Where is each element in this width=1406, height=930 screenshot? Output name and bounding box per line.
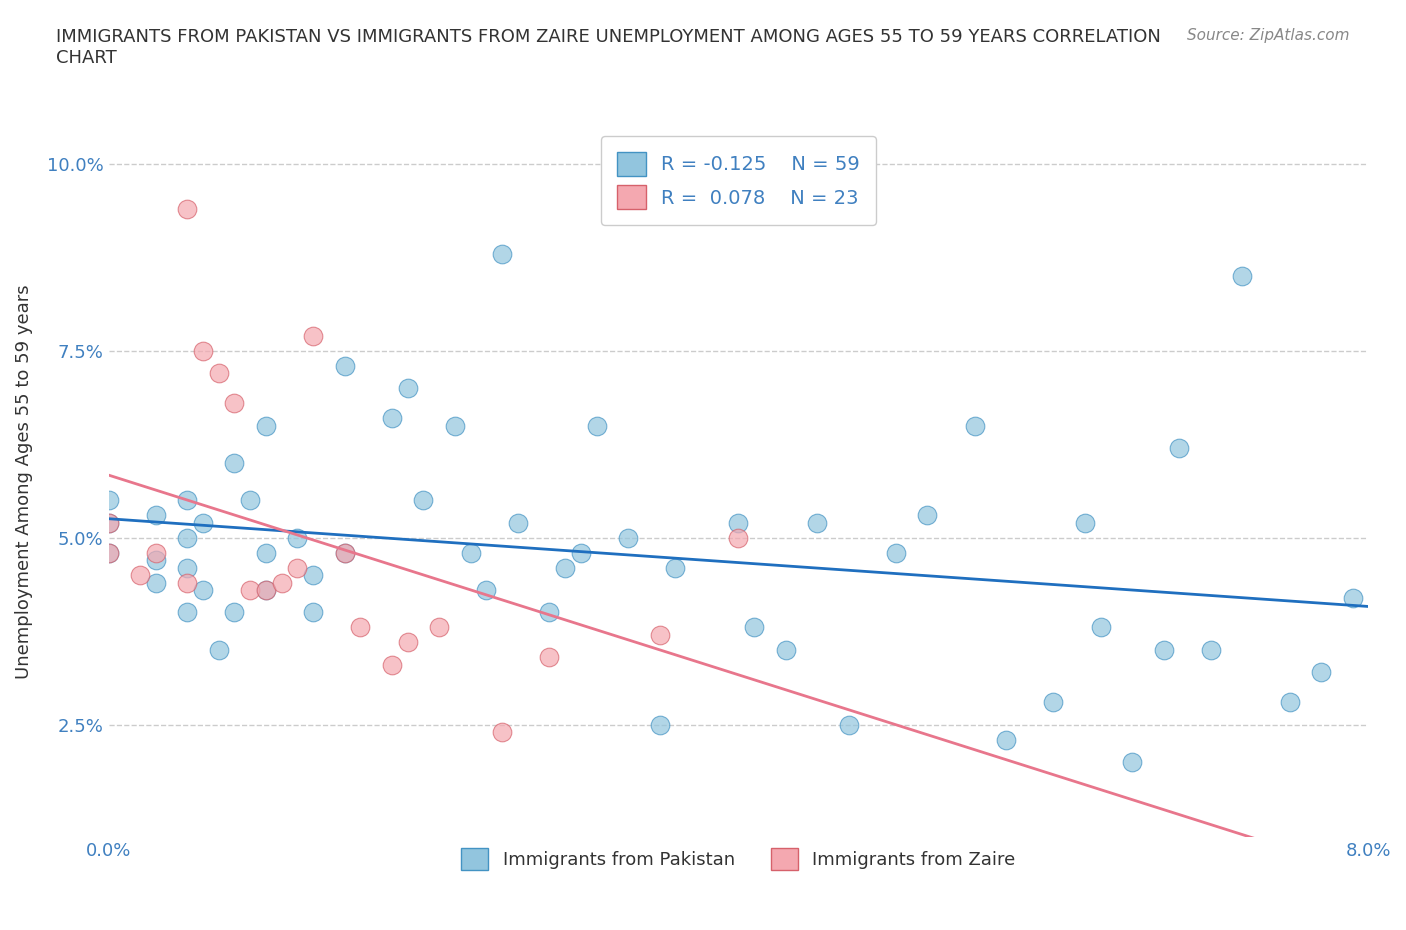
Point — [287, 530, 309, 545]
Point — [538, 650, 561, 665]
Point — [884, 545, 907, 560]
Point — [145, 508, 167, 523]
Point — [585, 418, 607, 433]
Point — [1121, 754, 1143, 769]
Point — [97, 493, 120, 508]
Point — [491, 246, 513, 261]
Point — [333, 358, 356, 373]
Point — [381, 411, 404, 426]
Point — [270, 575, 292, 590]
Point — [97, 515, 120, 530]
Point — [475, 582, 498, 597]
Point — [569, 545, 592, 560]
Point — [239, 582, 262, 597]
Point — [97, 545, 120, 560]
Point — [176, 560, 198, 575]
Text: IMMIGRANTS FROM PAKISTAN VS IMMIGRANTS FROM ZAIRE UNEMPLOYMENT AMONG AGES 55 TO : IMMIGRANTS FROM PAKISTAN VS IMMIGRANTS F… — [56, 28, 1161, 67]
Point — [208, 365, 231, 380]
Point — [460, 545, 482, 560]
Point — [333, 545, 356, 560]
Point — [1310, 665, 1333, 680]
Point — [838, 717, 860, 732]
Point — [254, 582, 277, 597]
Point — [97, 545, 120, 560]
Point — [145, 575, 167, 590]
Point — [648, 717, 671, 732]
Point — [176, 605, 198, 620]
Point — [145, 545, 167, 560]
Point — [176, 202, 198, 217]
Point — [208, 643, 231, 658]
Point — [742, 620, 765, 635]
Point — [427, 620, 450, 635]
Point — [506, 515, 529, 530]
Point — [239, 493, 262, 508]
Point — [224, 396, 246, 411]
Point — [224, 456, 246, 471]
Point — [145, 552, 167, 567]
Point — [444, 418, 467, 433]
Point — [648, 628, 671, 643]
Y-axis label: Unemployment Among Ages 55 to 59 years: Unemployment Among Ages 55 to 59 years — [15, 285, 32, 679]
Point — [287, 560, 309, 575]
Point — [254, 418, 277, 433]
Point — [806, 515, 828, 530]
Point — [254, 545, 277, 560]
Legend: Immigrants from Pakistan, Immigrants from Zaire: Immigrants from Pakistan, Immigrants fro… — [454, 841, 1024, 877]
Point — [1074, 515, 1097, 530]
Point — [396, 380, 419, 395]
Point — [917, 508, 939, 523]
Point — [349, 620, 371, 635]
Point — [1232, 269, 1254, 284]
Point — [412, 493, 434, 508]
Point — [254, 582, 277, 597]
Point — [396, 635, 419, 650]
Point — [1278, 695, 1301, 710]
Point — [727, 515, 749, 530]
Point — [224, 605, 246, 620]
Point — [554, 560, 576, 575]
Point — [302, 328, 325, 343]
Point — [176, 530, 198, 545]
Point — [963, 418, 986, 433]
Point — [538, 605, 561, 620]
Point — [191, 515, 214, 530]
Point — [1153, 643, 1175, 658]
Point — [727, 530, 749, 545]
Point — [97, 515, 120, 530]
Point — [176, 575, 198, 590]
Point — [617, 530, 640, 545]
Point — [995, 732, 1018, 747]
Point — [302, 605, 325, 620]
Point — [129, 567, 152, 582]
Point — [1042, 695, 1064, 710]
Point — [1199, 643, 1222, 658]
Point — [1090, 620, 1112, 635]
Point — [333, 545, 356, 560]
Point — [491, 724, 513, 739]
Point — [191, 582, 214, 597]
Point — [664, 560, 686, 575]
Point — [775, 643, 797, 658]
Point — [176, 493, 198, 508]
Point — [1168, 441, 1191, 456]
Point — [302, 567, 325, 582]
Point — [191, 343, 214, 358]
Text: Source: ZipAtlas.com: Source: ZipAtlas.com — [1187, 28, 1350, 43]
Point — [381, 658, 404, 672]
Point — [1341, 590, 1364, 604]
